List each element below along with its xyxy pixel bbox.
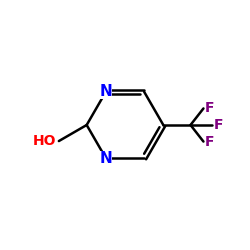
Text: HO: HO [33,134,56,148]
Text: F: F [213,118,223,132]
Text: F: F [205,134,215,148]
Text: F: F [205,102,215,116]
Text: N: N [100,84,112,99]
Text: N: N [100,151,112,166]
